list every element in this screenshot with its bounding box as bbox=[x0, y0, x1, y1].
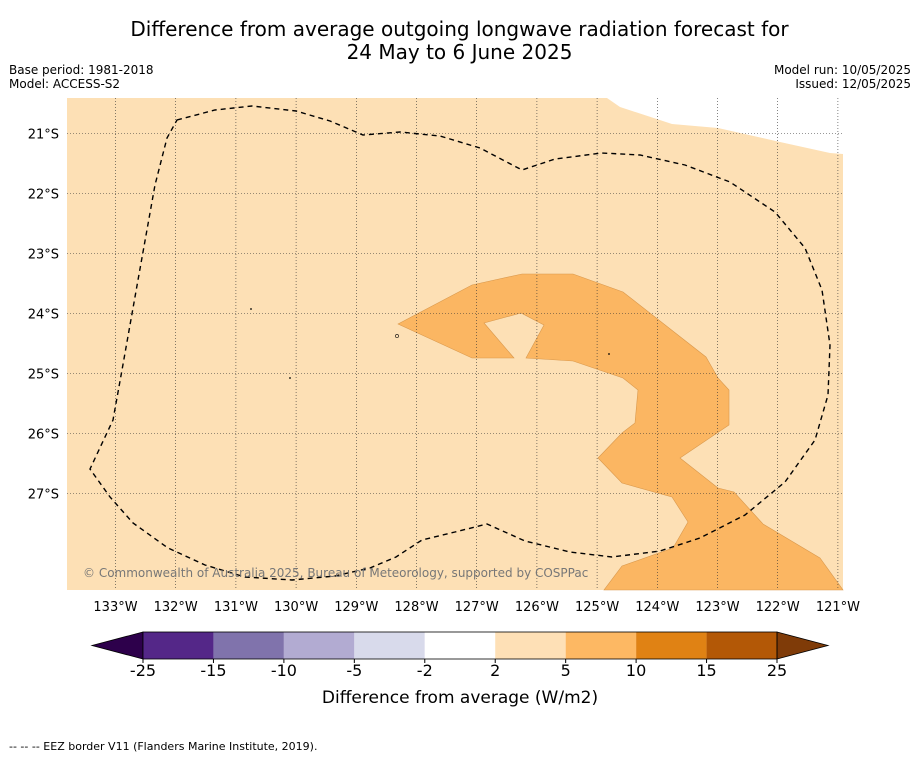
island-marker bbox=[289, 377, 291, 379]
copyright-text: © Commonwealth of Australia 2025, Bureau… bbox=[83, 566, 588, 580]
title-line-2: 24 May to 6 June 2025 bbox=[346, 40, 573, 64]
latitude-label: 25°S bbox=[28, 368, 59, 383]
latitude-labels: 21°S 22°S 23°S 24°S 25°S 26°S 27°S bbox=[28, 128, 59, 503]
latitude-label: 27°S bbox=[28, 488, 59, 503]
longitude-label: 124°W bbox=[635, 600, 679, 615]
colorbar-segment bbox=[143, 632, 214, 659]
longitude-label: 133°W bbox=[93, 600, 137, 615]
model-run: Model run: 10/05/2025 bbox=[773, 63, 911, 77]
colorbar-segment bbox=[213, 632, 284, 659]
title-line-1: Difference from average outgoing longwav… bbox=[130, 17, 789, 41]
issued-date: Issued: 12/05/2025 bbox=[795, 77, 911, 91]
colorbar-tick-label: -2 bbox=[417, 661, 433, 680]
graticule bbox=[67, 98, 843, 590]
longitude-label: 132°W bbox=[154, 600, 198, 615]
colorbar-tick-label: -5 bbox=[346, 661, 362, 680]
longitude-label: 131°W bbox=[214, 600, 258, 615]
colorbar-segment bbox=[565, 632, 637, 659]
colorbar-tick-label: -25 bbox=[130, 661, 156, 680]
eez-border bbox=[89, 105, 831, 581]
no-data-region bbox=[607, 98, 843, 154]
colorbar-label: Difference from average (W/m2) bbox=[322, 688, 598, 708]
latitude-label: 22°S bbox=[28, 188, 59, 203]
colorbar-segment bbox=[354, 632, 425, 659]
island-marker bbox=[608, 353, 610, 355]
latitude-label: 21°S bbox=[28, 128, 59, 143]
latitude-label: 26°S bbox=[28, 428, 59, 443]
map-panel: © Commonwealth of Australia 2025, Bureau… bbox=[67, 98, 844, 591]
longitude-label: 129°W bbox=[334, 600, 378, 615]
colorbar-frame bbox=[142, 631, 778, 660]
longitude-label: 130°W bbox=[274, 600, 318, 615]
meta-left: Base period: 1981-2018 Model: ACCESS-S2 bbox=[9, 63, 154, 91]
colorbar-segment bbox=[636, 632, 707, 659]
colorbar-tick-label: 2 bbox=[490, 661, 500, 680]
eez-credit: -- -- -- EEZ border V11 (Flanders Marine… bbox=[9, 740, 318, 753]
colorbar-segment bbox=[283, 632, 355, 659]
colorbar: -25 -15 -10 -5 -2 2 5 10 15 25 bbox=[90, 631, 830, 680]
longitude-label: 127°W bbox=[455, 600, 499, 615]
colorbar-extend-max bbox=[776, 631, 830, 660]
colorbar-extend-min bbox=[90, 631, 144, 660]
map-title: Difference from average outgoing longwav… bbox=[0, 18, 919, 64]
colorbar-tick-label: 5 bbox=[561, 661, 571, 680]
island-marker bbox=[395, 334, 399, 338]
latitude-label: 23°S bbox=[28, 248, 59, 263]
longitude-label: 121°W bbox=[816, 600, 860, 615]
colorbar-tick-label: -15 bbox=[200, 661, 226, 680]
colorbar-tick-label: -10 bbox=[271, 661, 297, 680]
longitude-label: 125°W bbox=[575, 600, 619, 615]
longitude-label: 123°W bbox=[695, 600, 739, 615]
longitude-labels: 133°W 132°W 131°W 130°W 129°W 128°W 127°W 126°W… bbox=[93, 600, 860, 615]
colorbar-tick-label: 25 bbox=[767, 661, 787, 680]
anomaly-region bbox=[397, 273, 844, 591]
longitude-label: 122°W bbox=[756, 600, 800, 615]
model-name: Model: ACCESS-S2 bbox=[9, 77, 121, 91]
meta-right: Model run: 10/05/2025 Issued: 12/05/2025 bbox=[774, 63, 911, 91]
latitude-label: 24°S bbox=[28, 308, 59, 323]
longitude-label: 126°W bbox=[515, 600, 559, 615]
colorbar-segment bbox=[495, 632, 566, 659]
colorbar-tick-label: 10 bbox=[626, 661, 646, 680]
base-period: Base period: 1981-2018 bbox=[9, 63, 154, 77]
colorbar-segment bbox=[706, 632, 777, 659]
longitude-label: 128°W bbox=[394, 600, 438, 615]
colorbar-tick-label: 15 bbox=[696, 661, 716, 680]
island-marker bbox=[250, 308, 252, 310]
colorbar-segment bbox=[424, 632, 496, 659]
